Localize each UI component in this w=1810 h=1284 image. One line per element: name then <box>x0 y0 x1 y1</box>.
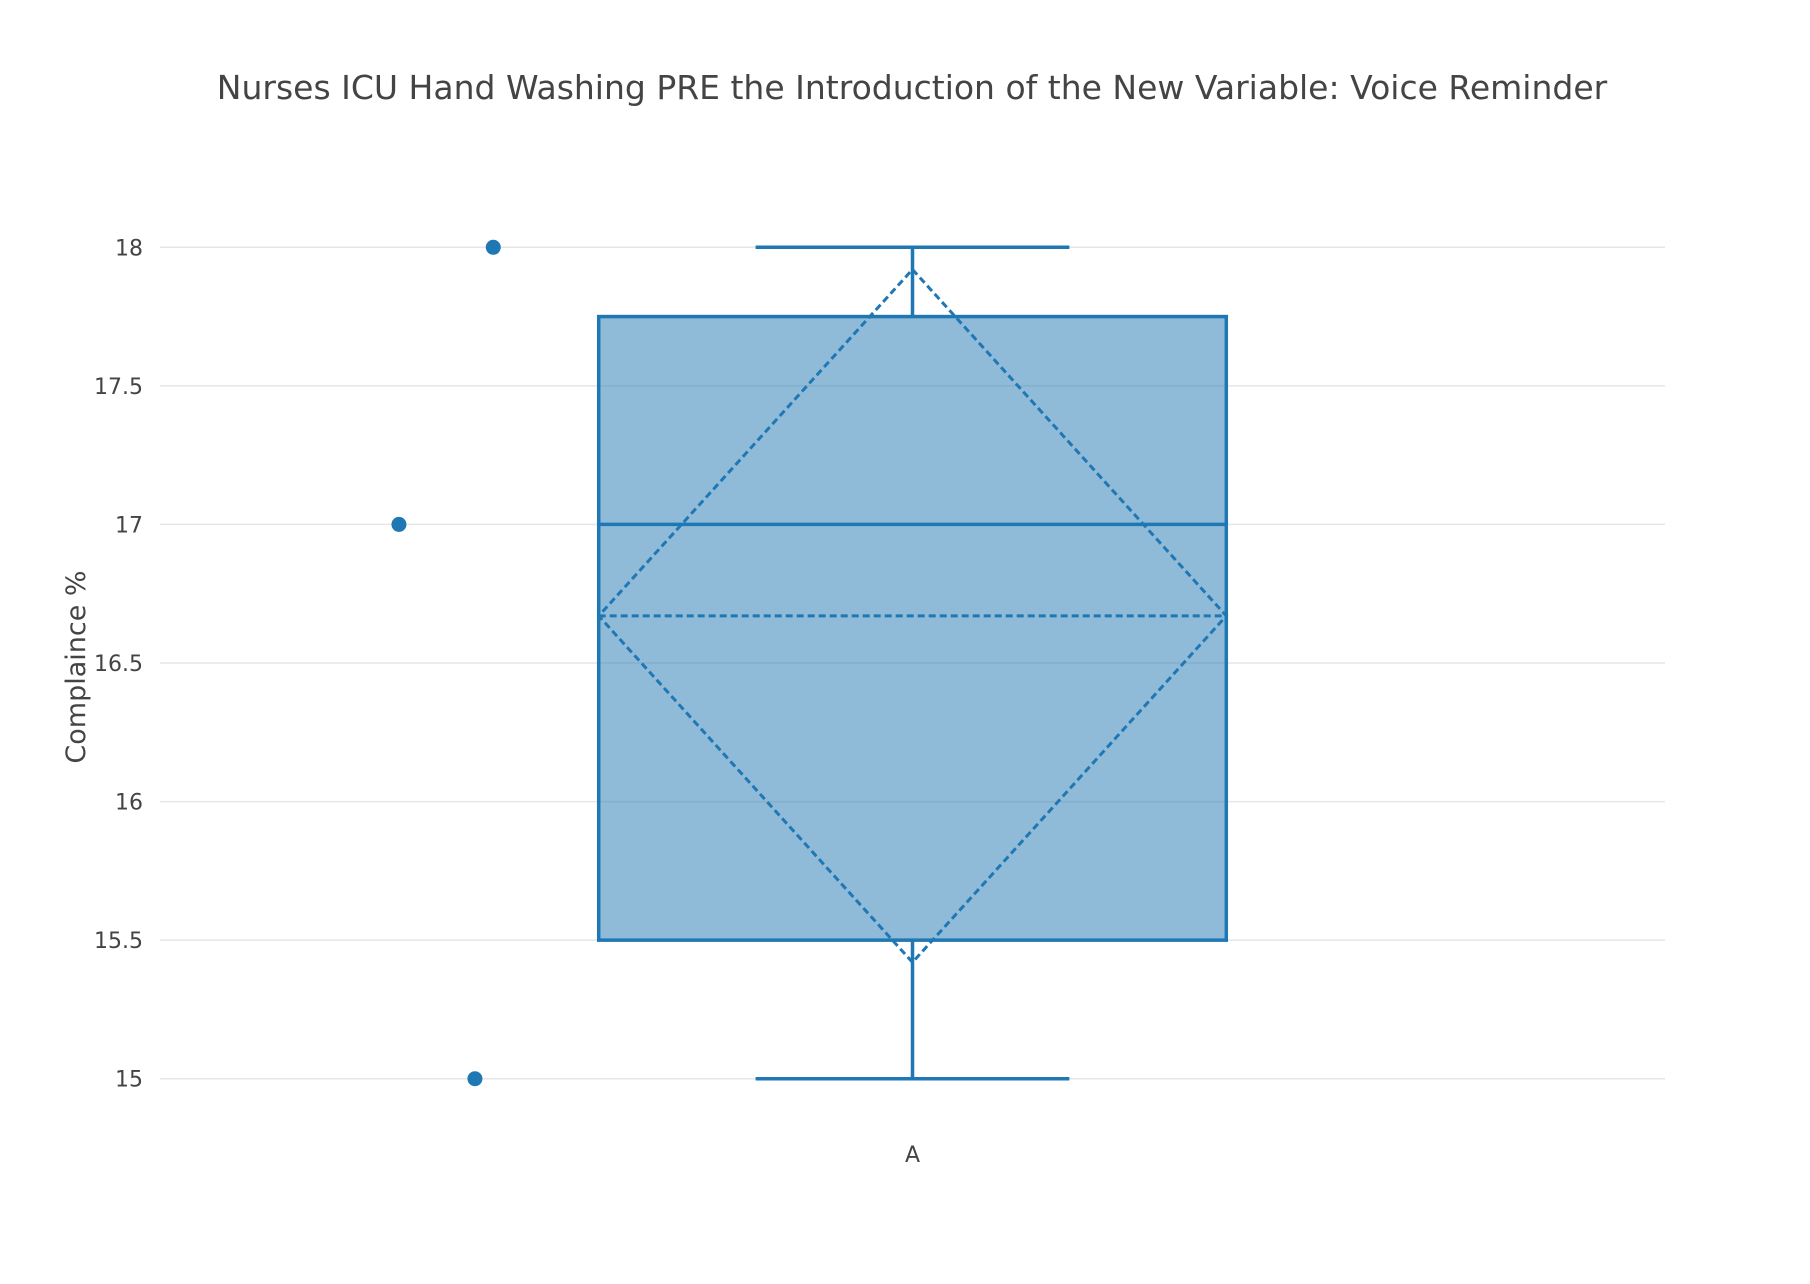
sd-diamond <box>596 267 1229 965</box>
box-trace <box>596 245 1229 1081</box>
y-tick-label: 16 <box>115 791 143 816</box>
y-axis-title: Complaince % <box>61 570 92 763</box>
data-points <box>391 239 501 1087</box>
y-tick-label: 15.5 <box>94 929 143 954</box>
data-point <box>467 1071 483 1087</box>
y-tick-label: 17.5 <box>94 375 143 400</box>
x-axis-ticks: A <box>905 1143 920 1168</box>
chart-title: Nurses ICU Hand Washing PRE the Introduc… <box>217 68 1608 107</box>
y-tick-label: 17 <box>115 513 143 538</box>
box-iqr <box>596 314 1229 942</box>
x-tick-label: A <box>905 1143 920 1168</box>
data-point <box>391 516 407 532</box>
data-point <box>485 239 501 255</box>
y-tick-label: 15 <box>115 1068 143 1093</box>
y-tick-label: 16.5 <box>94 652 143 677</box>
y-tick-label: 18 <box>115 236 143 261</box>
y-axis-ticks: 15 15.5 16 16.5 17 17.5 18 <box>94 236 143 1092</box>
